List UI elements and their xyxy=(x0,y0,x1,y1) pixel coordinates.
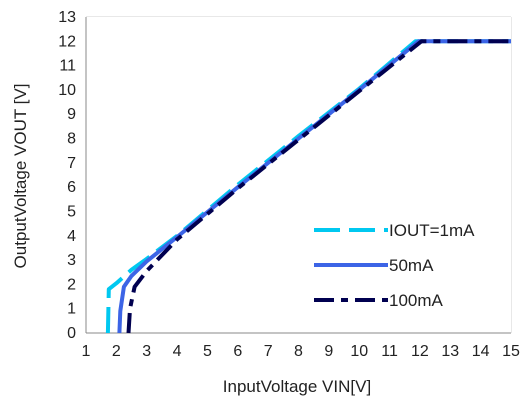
x-tick-label: 10 xyxy=(350,343,368,360)
y-tick-label: 12 xyxy=(58,33,76,50)
y-axis-title: OutputVoltage VOUT [V] xyxy=(11,84,30,269)
y-tick-label: 3 xyxy=(67,252,76,269)
x-tick-label: 2 xyxy=(112,343,121,360)
y-tick-label: 7 xyxy=(67,155,76,172)
legend: IOUT=1mA 50mA 100mA xyxy=(302,210,507,320)
x-tick-label: 11 xyxy=(381,343,398,360)
legend-label-2: 50mA xyxy=(389,256,434,275)
y-tick-label: 1 xyxy=(67,301,76,318)
y-tick-label: 6 xyxy=(67,179,76,196)
y-tick-label: 13 xyxy=(58,9,76,26)
x-tick-label: 12 xyxy=(411,343,429,360)
y-tick-label: 0 xyxy=(67,325,76,342)
y-tick-label: 9 xyxy=(67,106,76,123)
y-tick-label: 10 xyxy=(58,82,76,99)
x-tick-label: 15 xyxy=(502,343,520,360)
x-tick-label: 6 xyxy=(233,343,242,360)
x-tick-label: 7 xyxy=(264,343,273,360)
x-tick-label: 13 xyxy=(441,343,459,360)
legend-label-3: 100mA xyxy=(389,291,444,310)
x-tick-label: 5 xyxy=(203,343,212,360)
x-tick-label: 8 xyxy=(294,343,303,360)
x-tick-label: 4 xyxy=(173,343,182,360)
legend-label-1: IOUT=1mA xyxy=(389,221,475,240)
y-tick-label: 11 xyxy=(59,58,76,75)
y-tick-label: 4 xyxy=(67,228,76,245)
y-tick-label: 2 xyxy=(67,276,76,293)
series-line-3 xyxy=(126,39,511,334)
x-tick-label: 14 xyxy=(472,343,490,360)
series-layer xyxy=(105,39,511,334)
x-axis-title: InputVoltage VIN[V] xyxy=(223,377,371,396)
x-tick-label: 1 xyxy=(82,343,91,360)
y-tick-label: 5 xyxy=(67,203,76,220)
x-tick-label: 3 xyxy=(142,343,151,360)
x-axis-ticks: 1 2 3 4 5 6 7 8 9 10 11 12 13 14 15 xyxy=(82,343,520,360)
y-tick-label: 8 xyxy=(67,131,76,148)
x-tick-label: 9 xyxy=(324,343,333,360)
